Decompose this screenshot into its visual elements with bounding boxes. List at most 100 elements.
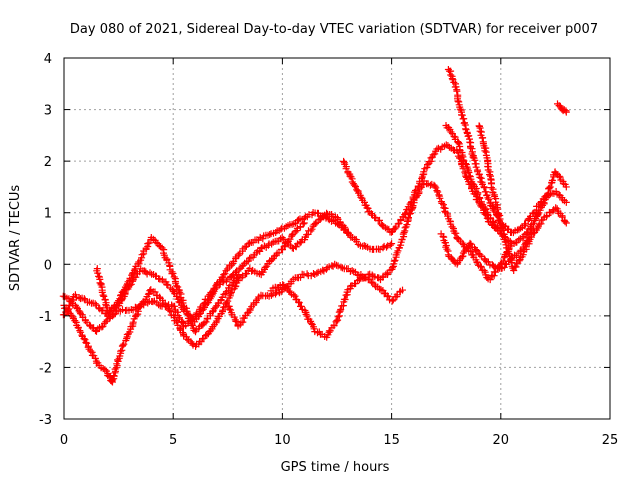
data-point — [246, 254, 254, 262]
data-point — [453, 87, 461, 95]
data-point — [308, 225, 316, 233]
data-point — [447, 128, 455, 136]
data-series-track-7 — [340, 141, 505, 237]
data-point — [454, 97, 462, 105]
data-point — [418, 175, 426, 182]
data-point — [368, 210, 375, 218]
data-point — [548, 176, 556, 184]
data-point — [144, 290, 152, 298]
x-tick-label: 20 — [493, 433, 510, 448]
data-point — [401, 211, 409, 219]
data-point — [286, 235, 294, 243]
data-point — [376, 216, 383, 224]
data-point — [438, 199, 446, 207]
data-point — [448, 223, 456, 231]
data-point — [212, 303, 220, 311]
data-point — [87, 347, 95, 355]
x-tick-label: 5 — [169, 433, 177, 448]
data-point — [561, 218, 569, 226]
data-point — [465, 169, 473, 176]
data-point — [352, 183, 359, 190]
data-series-track-4 — [93, 209, 352, 326]
data-point — [562, 219, 570, 227]
data-point — [510, 267, 518, 274]
data-point — [489, 262, 497, 270]
data-point — [312, 220, 319, 228]
x-tick-label: 10 — [274, 433, 291, 448]
data-point — [506, 252, 514, 260]
data-point — [356, 276, 363, 284]
data-point — [452, 229, 460, 237]
data-point — [295, 299, 303, 307]
x-tick-label: 15 — [383, 433, 400, 448]
data-point — [534, 210, 542, 218]
data-point — [244, 240, 252, 248]
data-series-track-9 — [444, 66, 570, 237]
data-point — [467, 144, 474, 152]
data-point — [202, 318, 210, 326]
data-point — [429, 151, 437, 159]
data-point — [126, 281, 134, 289]
data-point — [399, 286, 407, 294]
data-point — [222, 267, 230, 275]
data-point — [383, 243, 390, 251]
data-point — [201, 303, 209, 311]
data-point — [80, 295, 88, 303]
data-point — [168, 301, 176, 309]
data-point — [391, 256, 399, 264]
data-point — [476, 173, 484, 181]
data-point — [169, 270, 177, 277]
y-tick-label: 4 — [44, 52, 52, 67]
data-point — [562, 183, 570, 191]
data-point — [129, 318, 137, 326]
data-point — [545, 184, 553, 192]
data-point — [114, 356, 122, 364]
data-point — [199, 305, 207, 313]
data-point — [402, 209, 409, 217]
data-point — [466, 239, 474, 247]
data-point — [468, 150, 476, 158]
data-point — [102, 301, 110, 309]
data-point — [98, 323, 106, 331]
data-point — [299, 220, 307, 228]
data-point — [494, 205, 502, 213]
data-point — [400, 229, 408, 236]
data-point — [120, 340, 128, 348]
data-point — [431, 182, 439, 190]
data-point — [241, 243, 249, 251]
data-point — [332, 318, 340, 326]
data-point — [360, 242, 368, 250]
x-axis-label: GPS time / hours — [281, 460, 390, 475]
data-point — [142, 296, 150, 304]
data-point — [99, 291, 107, 299]
data-point — [476, 127, 484, 135]
data-point — [477, 262, 484, 270]
data-point — [173, 318, 181, 326]
data-point — [455, 139, 462, 147]
data-point — [524, 228, 531, 236]
data-point — [319, 266, 327, 274]
data-point — [82, 339, 90, 346]
data-point — [460, 119, 468, 127]
data-series-track-10 — [442, 122, 570, 247]
data-point — [172, 317, 180, 324]
data-point — [357, 193, 365, 201]
data-point — [73, 303, 81, 311]
data-point — [343, 228, 351, 236]
data-point — [447, 71, 455, 79]
data-point — [540, 199, 548, 207]
y-tick-label: 3 — [44, 104, 52, 119]
data-point — [334, 313, 342, 321]
data-point — [433, 187, 441, 195]
data-point — [382, 224, 389, 232]
data-point — [142, 244, 150, 252]
data-point — [95, 272, 102, 280]
data-point — [183, 335, 191, 343]
data-point — [467, 247, 475, 255]
data-point — [390, 257, 398, 265]
data-point — [280, 224, 288, 232]
data-point — [99, 322, 107, 330]
data-point — [487, 184, 495, 192]
